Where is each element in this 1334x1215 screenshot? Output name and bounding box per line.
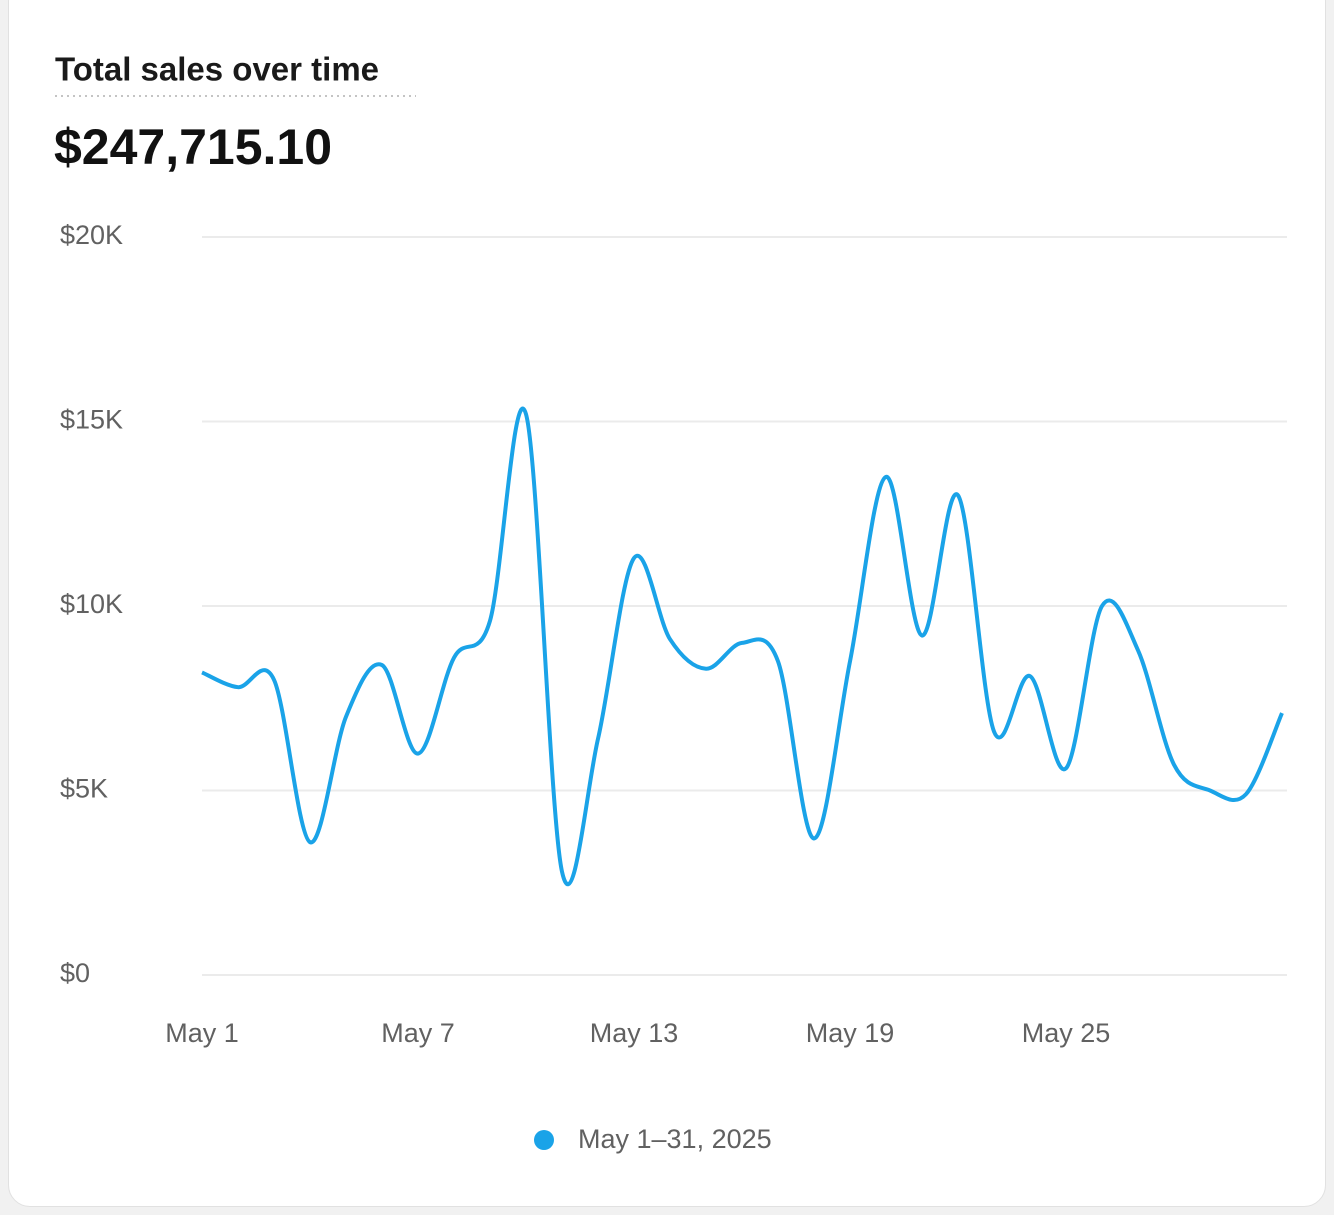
total-value: $247,715.10: [54, 119, 332, 175]
x-tick-label: May 13: [590, 1018, 679, 1048]
y-tick-label: $15K: [60, 405, 123, 435]
legend-marker: [534, 1130, 554, 1150]
y-tick-label: $10K: [60, 589, 123, 619]
x-tick-label: May 25: [1022, 1018, 1111, 1048]
chart-title: Total sales over time: [55, 51, 379, 88]
x-tick-label: May 7: [381, 1018, 455, 1048]
x-tick-label: May 1: [165, 1018, 239, 1048]
y-tick-label: $0: [60, 958, 90, 988]
line: [201, 406, 1284, 886]
y-tick-label: $5K: [60, 774, 108, 804]
y-tick-label: $20K: [60, 220, 123, 250]
x-tick-label: May 19: [806, 1018, 895, 1048]
legend-label: May 1–31, 2025: [578, 1124, 772, 1154]
